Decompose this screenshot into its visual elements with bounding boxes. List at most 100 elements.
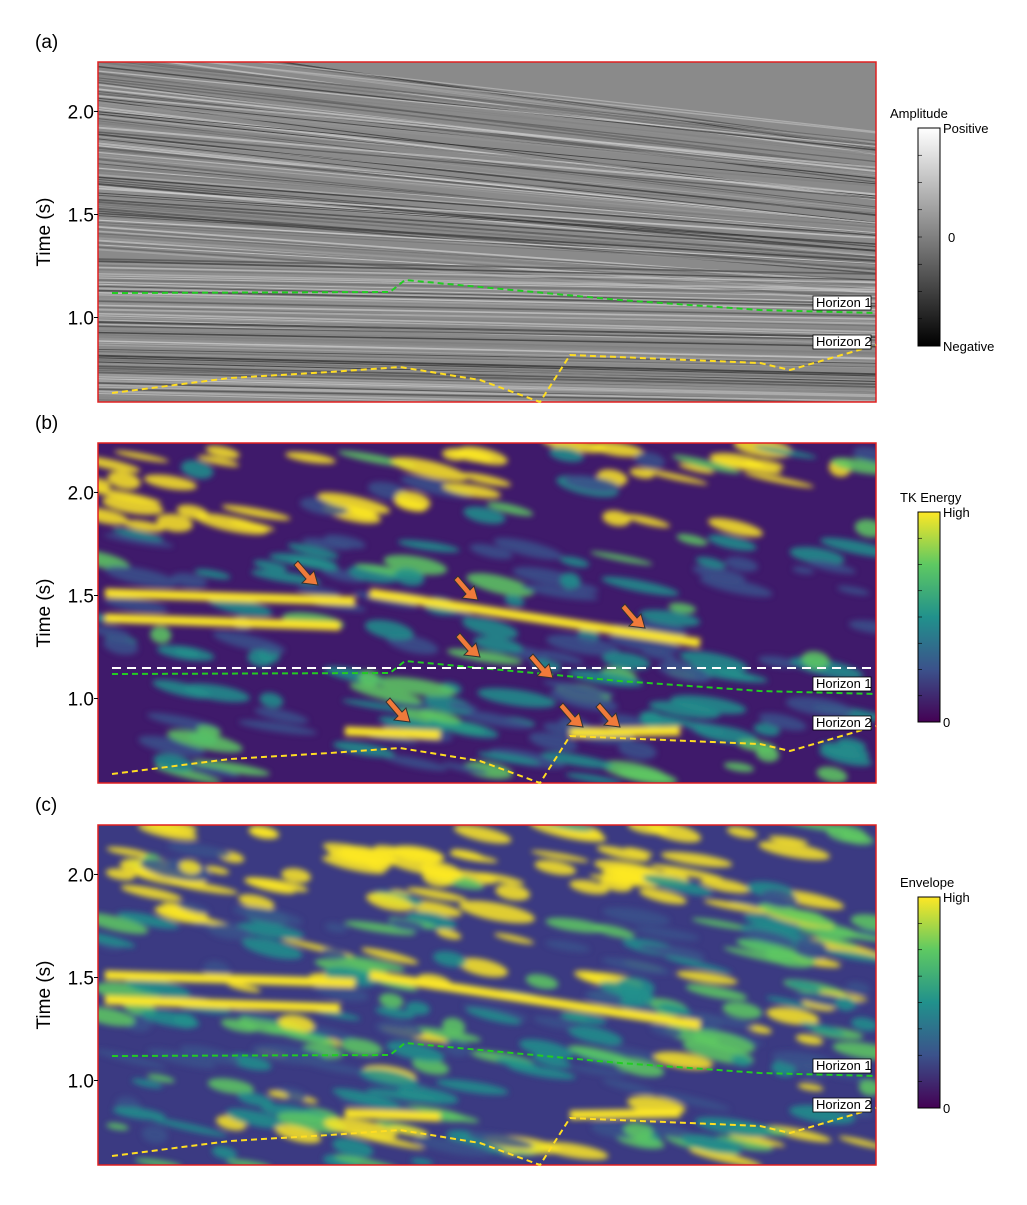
blob — [598, 981, 652, 999]
reflector — [98, 237, 876, 289]
blob — [722, 1001, 763, 1019]
y-axis-label: Time (s) — [34, 198, 55, 267]
blob — [180, 1045, 240, 1065]
blob — [333, 741, 395, 758]
arrow — [455, 632, 481, 658]
reflector — [98, 408, 876, 425]
reflector — [98, 266, 876, 284]
blob — [569, 1065, 626, 1077]
colorbar-label: 0 — [943, 715, 950, 730]
blob — [766, 1125, 832, 1143]
blob — [695, 1117, 773, 1138]
reflector — [98, 406, 876, 423]
blob — [758, 841, 831, 860]
blob — [302, 537, 353, 550]
reflector — [98, 207, 876, 271]
blob — [221, 504, 291, 521]
blob — [462, 617, 519, 639]
blob — [344, 920, 416, 936]
plot-frame — [97, 442, 877, 784]
reflector — [98, 410, 876, 424]
reflector — [98, 365, 876, 386]
blob — [643, 1122, 693, 1140]
blob — [106, 846, 151, 858]
blob — [458, 900, 535, 924]
blob — [156, 645, 215, 661]
horizon-label-box — [812, 715, 872, 731]
blob — [565, 773, 623, 783]
blob — [602, 510, 631, 527]
blob — [112, 527, 164, 541]
seismic-image — [98, 825, 876, 1165]
blob — [676, 533, 708, 546]
blob — [98, 507, 128, 525]
blob — [569, 879, 609, 895]
blob — [324, 534, 366, 549]
blob — [656, 1091, 731, 1111]
blob — [602, 760, 670, 783]
blob — [766, 996, 812, 1009]
y-tick-label: 2.0 — [68, 865, 94, 886]
blob — [278, 1014, 315, 1033]
colorbar-label: High — [943, 890, 970, 905]
blob — [699, 576, 773, 597]
blob — [366, 892, 414, 912]
blob — [391, 845, 445, 863]
blob — [334, 1155, 398, 1165]
horizon-label: Horizon 1 — [816, 1058, 872, 1073]
blob — [166, 729, 243, 753]
blob — [461, 472, 512, 487]
blob — [495, 884, 531, 901]
blob — [404, 1026, 482, 1043]
reflector — [98, 79, 876, 170]
blob — [98, 625, 131, 639]
reflector — [98, 354, 876, 376]
reflector — [98, 308, 876, 325]
arrow — [385, 697, 411, 723]
blob — [358, 670, 380, 687]
blob — [754, 445, 817, 459]
blob — [758, 713, 807, 731]
blob — [227, 1053, 272, 1071]
blob — [602, 907, 671, 926]
reflector — [98, 390, 617, 402]
blob — [117, 911, 179, 929]
blob — [691, 1029, 755, 1053]
blob — [795, 949, 826, 960]
y-tick-label: 1.5 — [68, 586, 94, 607]
energy — [98, 443, 876, 783]
blob — [668, 602, 697, 614]
reflector — [98, 194, 876, 245]
blob — [98, 456, 141, 473]
reflector — [98, 275, 876, 291]
horizon-label-box — [812, 334, 872, 350]
blob — [657, 661, 711, 683]
blob — [568, 670, 644, 687]
y-tick-label: 1.0 — [68, 309, 94, 330]
blob — [723, 946, 795, 966]
blob — [724, 556, 758, 572]
blob — [231, 1009, 283, 1023]
reflector — [98, 283, 876, 303]
blob — [832, 1041, 876, 1060]
arrow — [558, 702, 584, 728]
blob — [816, 766, 848, 783]
blob — [477, 752, 541, 765]
reflector — [98, 169, 876, 228]
blob — [466, 1008, 522, 1025]
reflector — [98, 102, 876, 175]
blob — [545, 940, 590, 952]
blob — [349, 682, 423, 705]
reflector — [98, 224, 876, 269]
blob — [541, 443, 607, 453]
reflector — [98, 386, 876, 402]
blob — [560, 1012, 607, 1025]
blob — [618, 740, 657, 760]
blob — [624, 847, 653, 857]
reflector — [98, 359, 876, 380]
blob — [179, 859, 201, 874]
panel: (a) Time (s) Horizon 1 Horizon 2 1.0 1.5 2.0 Am… — [34, 32, 994, 425]
blob — [388, 1125, 429, 1137]
reflector — [98, 221, 876, 265]
blob — [287, 543, 339, 559]
